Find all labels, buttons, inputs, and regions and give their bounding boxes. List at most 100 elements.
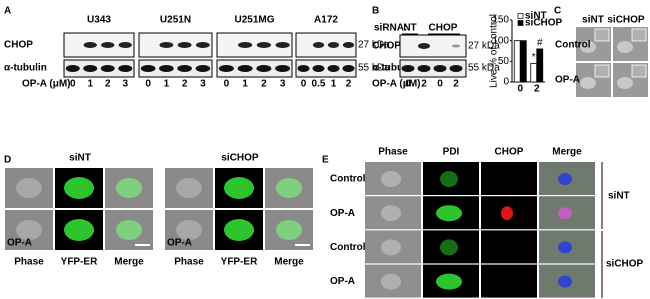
y-tick-label: 100 — [492, 35, 509, 46]
group: NT — [403, 23, 416, 34]
fluorescence — [116, 220, 142, 240]
column-label: CHOP — [495, 147, 524, 158]
legend-label: siCHOP — [525, 18, 563, 29]
fluorescence — [224, 177, 254, 199]
inset — [631, 64, 647, 78]
fluorescence — [501, 206, 513, 221]
blot-tubulin — [216, 59, 293, 78]
band — [237, 65, 253, 72]
micrograph — [481, 230, 537, 264]
marker: 55 kDa — [468, 63, 500, 74]
row-label: OP-A — [330, 208, 355, 219]
band — [312, 42, 325, 48]
fluorescence — [224, 219, 254, 241]
legend-label: siNT — [525, 11, 547, 22]
row-label: Control — [330, 174, 366, 185]
band — [195, 65, 211, 72]
fluorescence — [64, 219, 94, 241]
cell-line: U343 — [87, 15, 111, 26]
group: CHOP — [429, 23, 458, 34]
dose: 1 — [331, 79, 337, 90]
dose: 2 — [105, 79, 111, 90]
column-label: Merge — [114, 257, 144, 268]
dose: 1 — [87, 79, 93, 90]
column-label: Phase — [174, 257, 204, 268]
fluorescence — [440, 171, 458, 187]
dose: 2 — [346, 79, 352, 90]
treatment: OP-A (μM) — [22, 79, 71, 90]
micrograph — [481, 162, 537, 195]
marker: 27 kDa — [468, 41, 500, 52]
cell — [580, 77, 596, 89]
dose: 3 — [280, 79, 286, 90]
cell — [176, 220, 202, 240]
dose: 2 — [182, 79, 188, 90]
blot-tubulin — [295, 59, 357, 78]
panel-label: C — [554, 6, 561, 17]
band — [449, 65, 463, 72]
column-label: YFP-ER — [221, 257, 258, 268]
cell — [381, 239, 401, 256]
row-label: Control — [330, 242, 366, 253]
bar — [519, 40, 527, 83]
column-label: siNT — [582, 15, 604, 26]
cell — [381, 205, 401, 222]
fluorescence — [276, 178, 302, 198]
cell — [16, 178, 42, 198]
cell — [617, 77, 633, 89]
column-label: PDI — [443, 147, 460, 158]
group-label: siNT — [608, 191, 630, 202]
y-tick-label: 50 — [498, 56, 510, 67]
cell — [381, 273, 401, 290]
band — [100, 65, 115, 72]
panel-label: E — [322, 155, 329, 166]
micrograph — [481, 264, 537, 298]
dose: 2 — [261, 79, 267, 90]
band — [342, 42, 355, 48]
band — [401, 65, 415, 72]
group-label: siNT — [69, 153, 91, 164]
band — [433, 65, 447, 72]
bar — [530, 63, 538, 83]
column-label: Phase — [14, 257, 44, 268]
band — [83, 42, 97, 48]
group-label: siCHOP — [221, 153, 259, 164]
inset-label: OP-A — [7, 238, 32, 249]
blot-chop — [399, 34, 467, 58]
y-tick-label: 0 — [503, 77, 509, 88]
marker: 27 kDa — [358, 40, 390, 51]
dose: 2 — [453, 79, 459, 90]
band — [256, 42, 271, 48]
band — [118, 65, 133, 72]
inset — [594, 28, 610, 42]
blot-tubulin — [399, 59, 467, 78]
band — [275, 65, 291, 72]
y-tick-label: 150 — [492, 15, 509, 26]
dose: 1 — [164, 79, 170, 90]
band — [101, 42, 115, 48]
band — [418, 43, 430, 49]
nucleus — [558, 173, 572, 185]
row-label: CHOP — [4, 40, 33, 51]
column-label: Phase — [378, 147, 408, 158]
column-label: Merge — [274, 257, 304, 268]
band — [159, 65, 174, 72]
blot-chop — [216, 32, 293, 58]
x-tick-label: 0 — [517, 84, 523, 95]
dose: 0 — [437, 79, 443, 90]
dose: 0.5 — [312, 79, 326, 90]
annotation: * — [532, 52, 536, 63]
dose: 2 — [421, 79, 427, 90]
row-label: Control — [555, 40, 591, 51]
band — [218, 65, 234, 72]
band — [177, 42, 192, 48]
row-label: OP-A — [330, 276, 355, 287]
band — [275, 42, 290, 48]
dose: 0 — [405, 79, 411, 90]
nucleus — [558, 241, 572, 254]
dose: 0 — [70, 79, 76, 90]
nucleus — [558, 275, 572, 288]
bar — [513, 40, 521, 83]
x-tick-label: 2 — [534, 84, 540, 95]
